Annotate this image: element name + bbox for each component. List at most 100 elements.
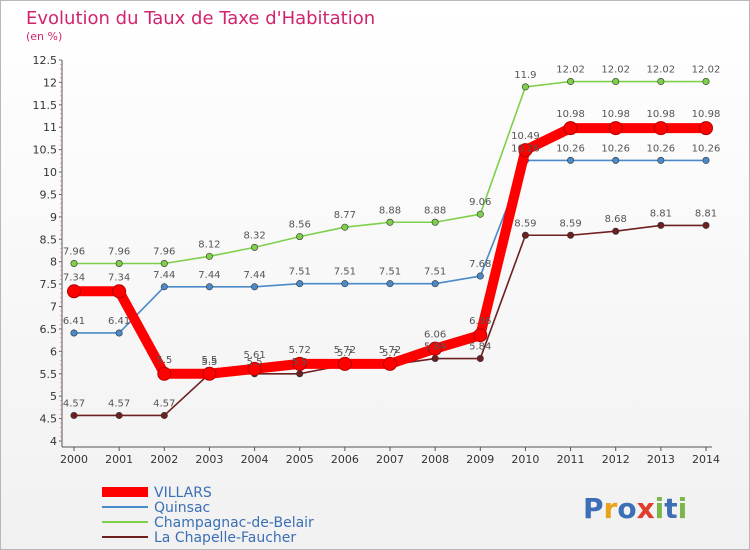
data-point bbox=[567, 78, 575, 86]
y-tick-label: 9.5 bbox=[40, 188, 58, 201]
data-label: 7.68 bbox=[469, 259, 491, 270]
data-point bbox=[251, 283, 259, 291]
x-tick-label: 2009 bbox=[466, 453, 494, 466]
y-tick-label: 6 bbox=[50, 345, 57, 358]
data-label: 8.56 bbox=[289, 220, 311, 231]
data-label: 5.5 bbox=[156, 355, 172, 366]
x-tick-label: 2002 bbox=[150, 453, 178, 466]
svg-text:Proxiti: Proxiti bbox=[583, 492, 687, 525]
x-tick-label: 2014 bbox=[692, 453, 720, 466]
logo-letter: r bbox=[604, 492, 618, 525]
y-tick-label: 12 bbox=[43, 76, 57, 89]
legend-label: La Chapelle-Faucher bbox=[154, 530, 296, 546]
logo-letter: i bbox=[655, 492, 665, 525]
data-label: 5.7 bbox=[382, 348, 398, 359]
data-label: 5.61 bbox=[243, 350, 265, 361]
series-villars bbox=[67, 121, 713, 381]
data-label: 8.81 bbox=[650, 208, 672, 219]
data-point bbox=[160, 411, 168, 419]
y-tick-label: 8 bbox=[50, 256, 57, 269]
x-tick-label: 2003 bbox=[195, 453, 223, 466]
data-label: 9.06 bbox=[469, 197, 491, 208]
data-point bbox=[702, 78, 710, 86]
legend-label: Quinsac bbox=[154, 500, 210, 516]
x-tick-label: 2005 bbox=[286, 453, 314, 466]
x-tick-label: 2001 bbox=[105, 453, 133, 466]
x-tick-label: 2011 bbox=[557, 453, 585, 466]
data-point bbox=[476, 210, 484, 218]
data-label: 7.96 bbox=[63, 246, 85, 257]
axes: 44.555.566.577.588.599.51010.51111.51212… bbox=[33, 54, 721, 466]
data-point bbox=[112, 284, 127, 299]
data-label: 8.12 bbox=[198, 239, 220, 250]
data-point bbox=[702, 156, 710, 164]
x-tick-label: 2006 bbox=[331, 453, 359, 466]
data-point bbox=[612, 78, 620, 86]
logo-letter: i bbox=[678, 492, 688, 525]
data-point bbox=[296, 233, 304, 241]
y-tick-label: 10.5 bbox=[33, 144, 58, 157]
data-label: 10.26 bbox=[692, 143, 721, 154]
data-label: 7.96 bbox=[108, 246, 130, 257]
data-point bbox=[386, 218, 394, 226]
data-point bbox=[473, 328, 488, 343]
data-label: 4.57 bbox=[63, 398, 85, 409]
data-point bbox=[115, 329, 123, 337]
data-label: 10.49 bbox=[511, 131, 540, 142]
data-point bbox=[160, 283, 168, 291]
y-tick-label: 11.5 bbox=[33, 99, 58, 112]
data-label: 10.26 bbox=[601, 143, 630, 154]
data-point bbox=[341, 280, 349, 288]
x-tick-label: 2004 bbox=[241, 453, 269, 466]
data-label: 7.44 bbox=[198, 270, 220, 281]
data-label: 5.5 bbox=[201, 357, 217, 368]
y-tick-label: 10 bbox=[43, 166, 57, 179]
data-point bbox=[518, 143, 533, 158]
data-label: 6.36 bbox=[469, 316, 491, 327]
data-point bbox=[608, 121, 623, 136]
data-point bbox=[296, 370, 304, 378]
y-tick-label: 4.5 bbox=[40, 413, 58, 426]
data-point bbox=[521, 231, 529, 239]
data-label: 11.9 bbox=[514, 70, 536, 81]
data-label: 6.41 bbox=[63, 316, 85, 327]
data-point bbox=[612, 227, 620, 235]
data-point bbox=[202, 366, 217, 381]
data-label: 7.34 bbox=[63, 272, 85, 283]
logo-letter: P bbox=[583, 492, 604, 525]
data-label: 5.5 bbox=[247, 357, 263, 368]
data-label: 6.06 bbox=[424, 330, 446, 341]
data-label: 8.59 bbox=[559, 218, 581, 229]
data-point bbox=[431, 218, 439, 226]
data-label: 5.7 bbox=[337, 348, 353, 359]
data-point bbox=[431, 355, 439, 363]
y-tick-label: 7.5 bbox=[40, 278, 58, 291]
data-point bbox=[337, 356, 352, 371]
data-label: 8.77 bbox=[334, 210, 356, 221]
data-label: 8.81 bbox=[695, 208, 717, 219]
logo-letter: t bbox=[664, 492, 677, 525]
data-point bbox=[567, 231, 575, 239]
x-tick-label: 2010 bbox=[511, 453, 539, 466]
data-label: 10.26 bbox=[556, 143, 585, 154]
y-tick-label: 4 bbox=[50, 435, 57, 448]
data-label: 10.26 bbox=[511, 143, 540, 154]
data-label: 5.72 bbox=[289, 345, 311, 356]
data-label: 5.5 bbox=[292, 357, 308, 368]
data-label: 5.72 bbox=[334, 345, 356, 356]
x-tick-label: 2007 bbox=[376, 453, 404, 466]
data-point bbox=[205, 283, 213, 291]
data-point bbox=[70, 411, 78, 419]
x-tick-label: 2008 bbox=[421, 453, 449, 466]
data-label: 7.51 bbox=[289, 267, 311, 278]
data-point bbox=[296, 280, 304, 288]
data-point bbox=[386, 280, 394, 288]
x-tick-label: 2013 bbox=[647, 453, 675, 466]
data-label: 7.44 bbox=[153, 270, 175, 281]
data-point bbox=[702, 221, 710, 229]
data-label: 7.51 bbox=[334, 267, 356, 278]
data-label: 5.84 bbox=[469, 342, 491, 353]
data-label: 7.51 bbox=[379, 267, 401, 278]
